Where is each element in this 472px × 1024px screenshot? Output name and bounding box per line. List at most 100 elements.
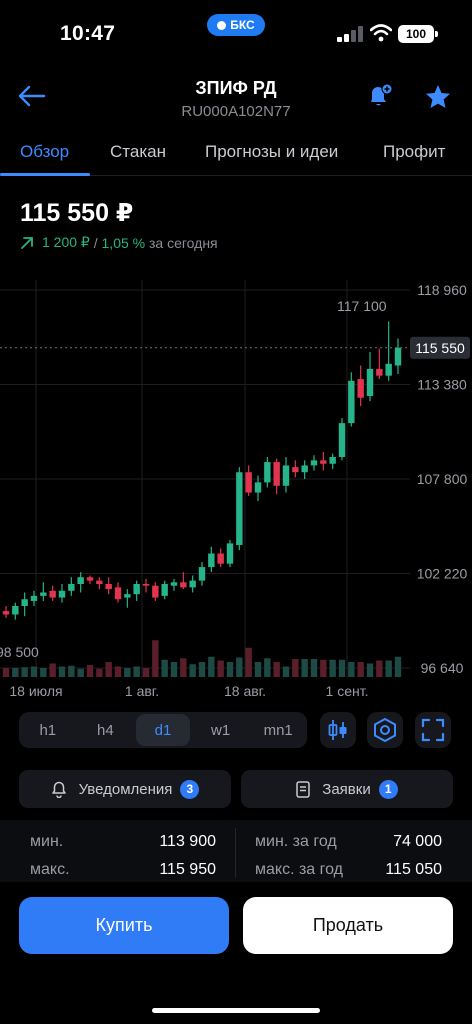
app-dot-icon [217,20,227,30]
timeframe-w1[interactable]: w1 [210,721,231,739]
volume-bar [226,662,234,677]
y-tick-label: 118 960 [417,282,467,298]
sell-button[interactable]: Продать [243,897,453,954]
volume-bar [394,656,402,677]
tab-profit[interactable]: Профит [383,142,446,161]
tab-bar: Обзор Стакан Прогнозы и идеи Профит [0,130,472,176]
y-tick-label: 102 220 [417,566,468,582]
candle-body [348,380,355,424]
timeframe-d1[interactable]: d1 [136,714,190,746]
buy-button[interactable]: Купить [19,897,229,954]
volume-bar [366,663,374,677]
volume-bar [329,659,336,677]
app-pill[interactable]: БКС [207,14,265,36]
candle-body [161,584,168,596]
tab-forecasts[interactable]: Прогнозы и идеи [205,142,339,161]
volume-bar [152,640,159,677]
volume-bar [376,660,383,677]
arrow-up-right-icon [21,236,33,249]
volume-bar [40,668,47,677]
change-separator: / [89,234,102,251]
notifications-button[interactable]: Уведомления 3 [19,770,231,808]
battery-icon: 100 [398,25,438,43]
candle-body [77,577,84,584]
chart-type-button[interactable] [320,712,356,748]
tab-order-book[interactable]: Стакан [110,142,166,161]
candle-body [49,590,56,598]
tab-overview[interactable]: Обзор [20,142,70,161]
volume-bar [245,647,252,677]
y-tick-label: 96 640 [421,660,464,676]
isin-code: RU000A102N77 [181,103,291,120]
change-percent: 1,05 % [101,234,146,251]
volume-bar [198,662,206,677]
home-indicator [152,1008,320,1013]
volume-bar [217,660,224,677]
volume-bar [264,658,271,677]
volume-bar [292,659,299,677]
volume-bar [133,666,140,677]
volume-bar [338,659,346,677]
candle-body [2,611,10,615]
volume-bar [310,659,318,677]
timeframe-selector: h1 h4 d1 w1 mn1 [19,712,307,748]
volume-bar [385,660,392,677]
volume-bar [189,664,196,677]
chart-settings-button[interactable] [367,712,403,748]
volume-bar [12,668,19,677]
day-max-label: макс. [30,861,70,878]
document-icon [296,780,311,798]
day-min-value: 113 900 [159,833,216,850]
candle-body [105,584,112,590]
candle-body [273,462,280,486]
candle-body [180,582,187,588]
year-max-label: макс. за год [255,861,344,878]
candle-body [114,587,122,600]
add-alert-bell-icon[interactable] [366,82,394,110]
volume-bar [124,668,131,677]
notifications-count-badge: 3 [180,779,200,799]
bell-icon [51,781,66,798]
year-min-label: мин. за год [255,833,337,850]
candle-body [338,423,346,457]
candlestick-chart[interactable]: 118 960 113 380 107 800 102 220 96 640 115 55… [0,280,472,700]
volume-bar [357,662,364,677]
candle-body [357,379,364,398]
status-bar: 10:47 БКС 100 [0,0,472,60]
day-min-label: мин. [30,833,64,850]
y-tick-label: 113 380 [417,377,467,393]
x-tick-label: 18 июля [9,683,62,699]
clock: 10:47 [60,22,116,45]
candle-body [86,577,94,581]
candle-body [226,543,234,564]
x-tick-label: 18 авг. [224,683,266,699]
orders-count-badge: 1 [378,779,398,799]
trading-stats: мин. 113 900 макс. 115 950 мин. за год 7… [0,820,472,882]
candle-body [40,592,47,596]
candle-body [208,553,215,568]
current-price-label: 115 550 [415,340,465,356]
year-min-value: 74 000 [393,833,442,850]
orders-button[interactable]: Заявки 1 [241,770,453,808]
candle-body [292,467,299,473]
timeframe-mn1[interactable]: mn1 [263,721,293,739]
bottom-actions: Купить Продать [0,882,472,1024]
candle-body [21,599,28,607]
candle-body [320,460,327,464]
wifi-icon [370,24,392,42]
favorite-star-icon[interactable] [424,83,452,111]
volume-bar [301,659,308,677]
candle-body [310,460,318,466]
volume-bar [348,662,355,677]
back-arrow-icon[interactable] [16,84,46,108]
candle-body [245,472,252,493]
top-header: ЗПИФ РД RU000A102N77 [0,70,472,130]
candle-body [58,590,66,598]
fullscreen-button[interactable] [415,712,451,748]
timeframe-h4[interactable]: h4 [97,721,114,739]
candle-body [142,584,150,586]
volume-bar [68,665,75,677]
volume-bar [77,668,84,677]
timeframe-h1[interactable]: h1 [39,721,57,739]
volume-bar [142,668,150,677]
